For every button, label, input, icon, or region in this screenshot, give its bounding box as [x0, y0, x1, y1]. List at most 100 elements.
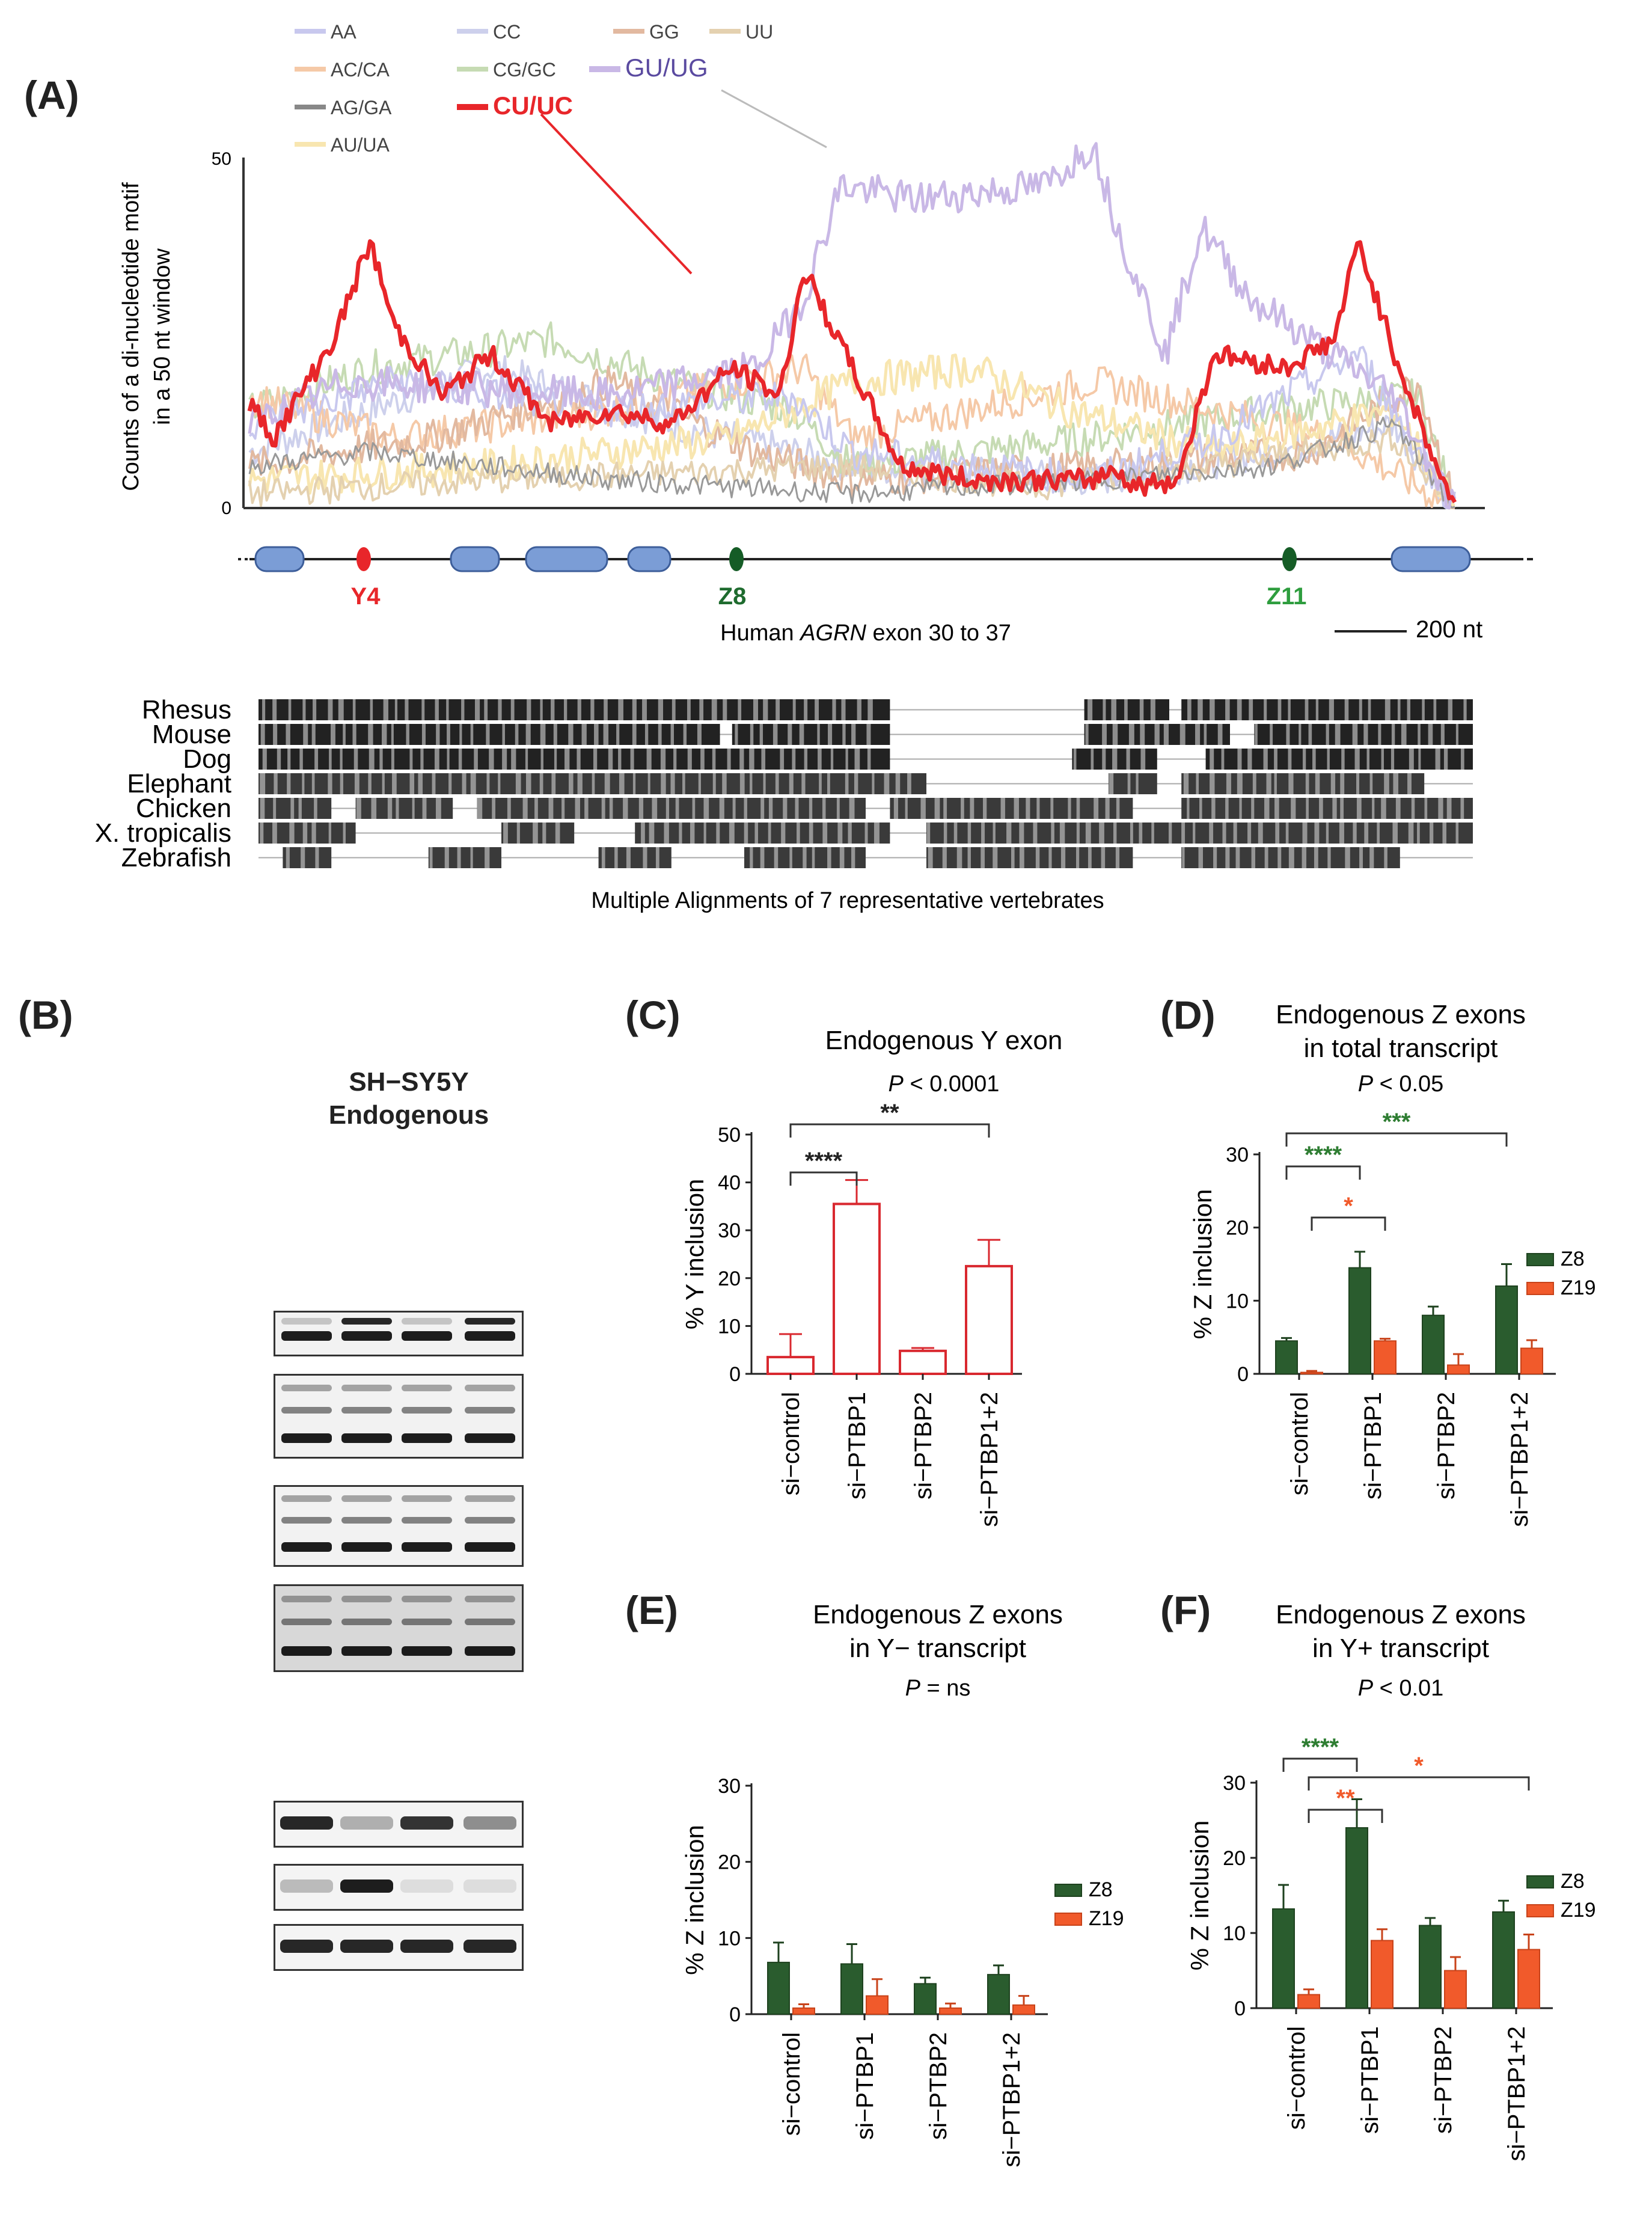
alignment-streak [394, 699, 398, 720]
alignment-streak [1339, 823, 1344, 844]
alignment-streak [1302, 749, 1306, 770]
alignment-streak [540, 749, 543, 770]
alignment-streak [1113, 823, 1117, 844]
significance-stars: ** [1336, 1785, 1355, 1812]
trace-cc [248, 355, 1456, 509]
alignment-streak [477, 798, 483, 819]
alignment-streak [260, 798, 265, 819]
alignment-streak [1211, 798, 1216, 819]
alignment-streak [907, 773, 911, 794]
alignment-streak [1225, 847, 1230, 868]
alignment-streak [328, 773, 332, 794]
alignment-streak [1237, 749, 1242, 770]
alignment-streak [568, 724, 574, 745]
alignment-streak [577, 773, 583, 794]
y-tick-label: 30 [1226, 1144, 1249, 1166]
alignment-streak [827, 847, 831, 868]
alignment-streak [1274, 749, 1277, 770]
alignment-streak [608, 749, 613, 770]
alignment-streak [1068, 798, 1071, 819]
alignment-caption: Multiple Alignments of 7 representative … [591, 888, 1104, 913]
alignment-streak [1344, 699, 1349, 720]
alignment-streak [1438, 798, 1443, 819]
alignment-streak [729, 823, 735, 844]
alignment-streak [1354, 749, 1360, 770]
alignment-streak [665, 798, 670, 819]
legend-label: CU/UC [493, 91, 573, 120]
y-tick-label: 10 [1223, 1922, 1246, 1945]
alignment-streak [1247, 749, 1252, 770]
alignment-streak [1210, 699, 1215, 720]
alignment-streak [1154, 724, 1160, 745]
alignment-streak [392, 773, 397, 794]
alignment-streak [525, 749, 528, 770]
alignment-streak [503, 823, 508, 844]
chart-subtitle: in Y− transcript [849, 1634, 1026, 1663]
alignment-streak [1136, 773, 1139, 794]
alignment-streak [533, 823, 538, 844]
gel-band [341, 1331, 392, 1341]
alignment-streak [1340, 798, 1344, 819]
bar-z8 [1419, 1925, 1442, 2009]
alignment-streak [462, 773, 467, 794]
alignment-streak [1288, 773, 1294, 794]
legend-label: GU/UG [625, 54, 708, 82]
species-label: Elephant [127, 769, 231, 798]
gel-band [341, 1433, 392, 1444]
y-tick-label: 0 [1234, 1997, 1246, 2020]
gel-image [274, 1374, 524, 1459]
y-axis-label-line1: Counts of a di-nucleotide motif [118, 182, 144, 491]
alignment-streak [470, 847, 473, 868]
alignment-streak [1222, 823, 1226, 844]
legend-swatch [1054, 1884, 1082, 1897]
panel-label-a: (A) [24, 73, 79, 117]
significance-stars: *** [1383, 1109, 1411, 1135]
alignment-streak [1455, 724, 1458, 745]
alignment-streak [1340, 773, 1345, 794]
alignment-streak [845, 773, 849, 794]
alignment-streak [1168, 823, 1172, 844]
alignment-streak [983, 798, 987, 819]
gel-band [281, 1516, 332, 1524]
alignment-streak [1130, 823, 1133, 844]
alignment-streak [1329, 699, 1334, 720]
alignment-streak [1306, 798, 1309, 819]
gel-band [281, 1619, 332, 1625]
alignment-streak [1187, 699, 1192, 720]
alignment-streak [1463, 699, 1467, 720]
alignment-streak [555, 823, 560, 844]
gel-band [281, 1385, 332, 1392]
alignment-streak [474, 749, 478, 770]
alignment-streak [370, 699, 373, 720]
bar-z19 [1297, 1994, 1320, 2009]
alignment-streak [1076, 823, 1080, 844]
alignment-block [732, 724, 890, 745]
alignment-streak [273, 724, 278, 745]
legend-label: Z8 [1561, 1248, 1585, 1270]
alignment-streak [1019, 847, 1024, 868]
alignment-streak [369, 749, 375, 770]
alignment-streak [1277, 699, 1282, 720]
alignment-streak [1151, 823, 1154, 844]
alignment-streak [1315, 699, 1319, 720]
alignment-streak [1288, 847, 1294, 868]
alignment-streak [1377, 823, 1380, 844]
alignment-streak [711, 699, 717, 720]
alignment-streak [727, 749, 731, 770]
alignment-streak [564, 749, 570, 770]
alignment-streak [1221, 749, 1225, 770]
gel-band [281, 1495, 332, 1503]
legend-label: AA [331, 21, 356, 43]
alignment-streak [379, 749, 383, 770]
bar-z8 [1345, 1827, 1368, 2009]
alignment-streak [660, 749, 666, 770]
alignment-streak [857, 699, 861, 720]
gene-caption-pre: Human [720, 620, 800, 646]
alignment-streak [1418, 749, 1421, 770]
alignment-streak [1319, 798, 1323, 819]
alignment-streak [313, 699, 317, 720]
alignment-streak [498, 699, 502, 720]
alignment-streak [593, 749, 598, 770]
chart-pvalue: P < 0.0001 [889, 1071, 1000, 1097]
significance-stars: * [1414, 1753, 1424, 1779]
